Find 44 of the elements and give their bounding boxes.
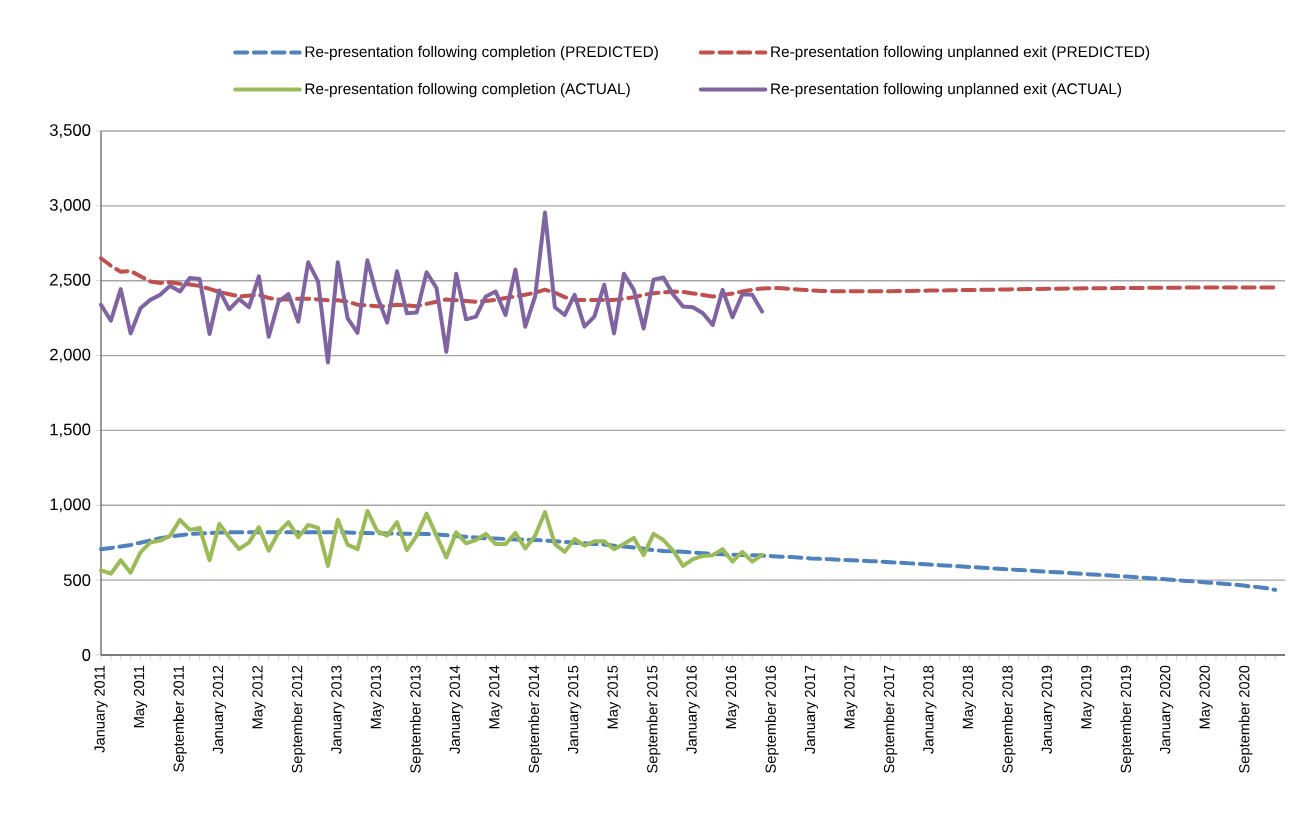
x-tick-label: January 2020: [1159, 665, 1174, 754]
x-tick-label: May 2016: [725, 665, 740, 729]
x-tick-label: May 2019: [1081, 665, 1095, 729]
x-tick-label: September 2013: [409, 665, 424, 773]
x-tick-label: May 2014: [489, 665, 503, 729]
y-tick-label: 500: [63, 574, 91, 587]
y-tick-label: 2,500: [50, 273, 91, 288]
x-tick-label: September 2014: [528, 665, 542, 773]
x-tick-label: January 2019: [1041, 665, 1055, 754]
y-tick-label: 3,000: [49, 198, 91, 213]
x-tick-label: May 2020: [1199, 665, 1213, 729]
y-tick-label: 0: [82, 649, 91, 661]
x-tick-label: January 2013: [331, 665, 345, 754]
x-tick-label: January 2018: [923, 665, 937, 754]
x-tick-label: January 2014: [449, 665, 463, 754]
y-tick-label: 3,500: [49, 124, 91, 138]
y-tick-label: 1,000: [50, 498, 91, 513]
legend-label: Re-presentation following completion (PREDICTED): [305, 45, 658, 61]
x-tick-label: May 2018: [962, 665, 976, 729]
x-tick-label: January 2017: [804, 665, 819, 754]
x-tick-label: May 2012: [252, 665, 266, 729]
x-tick-label: September 2017: [883, 665, 898, 773]
line-series: [99, 508, 765, 576]
x-tick-label: May 2013: [370, 665, 384, 729]
x-tick-label: January 2012: [212, 665, 227, 754]
x-tick-label: September 2011: [173, 665, 187, 772]
x-tick-label: September 2018: [1001, 665, 1016, 773]
legend-label: Re-presentation following unplanned exit (PREDICTED): [771, 45, 1150, 61]
x-tick-label: May 2015: [607, 665, 621, 729]
legend-label: Re-presentation following unplanned exit (ACTUAL): [771, 82, 1122, 98]
x-tick-label: January 2015: [567, 665, 582, 754]
line-series: [99, 210, 765, 365]
x-tick-label: September 2015: [646, 665, 661, 773]
x-tick-label: September 2019: [1120, 665, 1134, 773]
legend-label: Re-presentation following completion (ACTUAL): [305, 82, 630, 98]
x-tick-label: September 2012: [291, 665, 306, 773]
y-tick-label: 1,500: [50, 423, 91, 438]
y-tick-label: 2,000: [50, 348, 91, 363]
x-tick-label: September 2016: [765, 665, 779, 773]
x-tick-label: May 2011: [133, 665, 148, 728]
x-tick-label: May 2017: [844, 665, 858, 729]
x-tick-label: January 2011: [94, 665, 108, 753]
x-tick-label: September 2020: [1238, 665, 1253, 773]
x-tick-label: January 2016: [686, 665, 700, 754]
